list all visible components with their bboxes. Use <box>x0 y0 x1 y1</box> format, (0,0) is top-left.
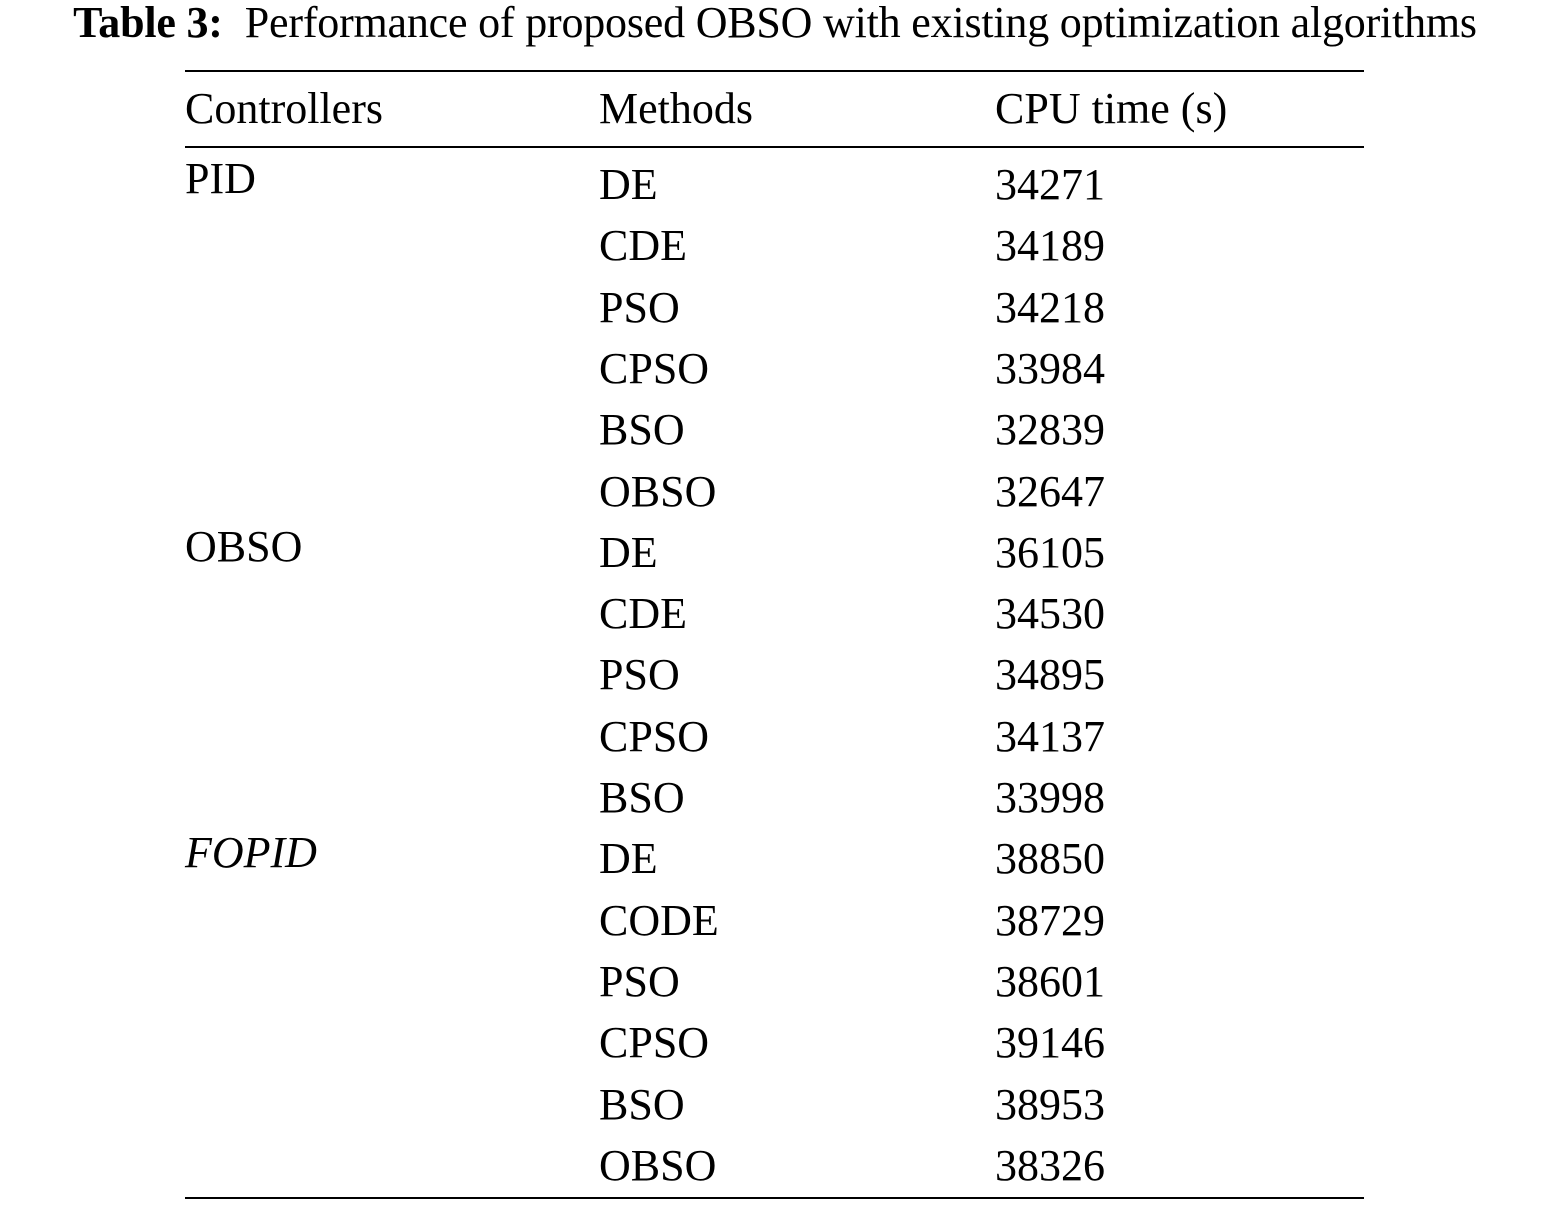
cpu-time-cell: 38601 <box>995 956 1105 1006</box>
cpu-time-cell: 34271 <box>995 160 1105 209</box>
cpu-time-cell: 34218 <box>995 282 1105 332</box>
cpu-time-cell: 38850 <box>995 834 1105 884</box>
cpu-time-cell: 34189 <box>995 221 1105 271</box>
controller-label: OBSO <box>185 521 303 571</box>
cpu-time-cell: 38729 <box>995 895 1105 945</box>
table-header-rule <box>185 146 1364 148</box>
cpu-time-cell: 33984 <box>995 343 1105 393</box>
method-cell: PSO <box>599 650 680 700</box>
header-cpu-time: CPU time (s) <box>995 84 1228 133</box>
controller-label: FOPID <box>185 828 317 878</box>
method-cell: CPSO <box>599 711 710 761</box>
table-bottom-rule <box>185 1197 1364 1199</box>
method-cell: OBSO <box>599 466 717 516</box>
method-cell: DE <box>599 834 658 884</box>
method-cell: DE <box>599 160 658 209</box>
method-cell: OBSO <box>599 1140 717 1190</box>
cpu-time-cell: 34137 <box>995 711 1105 761</box>
method-cell: BSO <box>599 405 685 455</box>
method-cell: CDE <box>599 589 687 639</box>
cpu-time-cell: 39146 <box>995 1018 1105 1068</box>
controller-label: PID <box>185 154 256 203</box>
method-cell: BSO <box>599 1079 685 1129</box>
cpu-time-cell: 32839 <box>995 405 1105 455</box>
table-caption: Table 3: Performance of proposed OBSO wit… <box>0 0 1550 46</box>
cpu-time-cell: 33998 <box>995 773 1105 822</box>
cpu-time-cell: 34530 <box>995 589 1105 639</box>
cpu-time-cell: 36105 <box>995 527 1105 577</box>
method-cell: CPSO <box>599 1018 710 1068</box>
cpu-time-cell: 32647 <box>995 466 1105 516</box>
method-cell: CPSO <box>599 343 710 393</box>
cpu-time-cell: 38326 <box>995 1140 1105 1190</box>
table-top-rule <box>185 70 1364 72</box>
method-cell: PSO <box>599 282 680 332</box>
method-cell: DE <box>599 527 658 577</box>
header-methods: Methods <box>599 84 753 133</box>
method-cell: CDE <box>599 221 687 271</box>
header-controllers: Controllers <box>185 84 383 133</box>
method-cell: PSO <box>599 956 680 1006</box>
caption-text: Performance of proposed OBSO with existi… <box>244 0 1477 47</box>
cpu-time-cell: 38953 <box>995 1079 1105 1129</box>
caption-label: Table 3: <box>73 0 223 47</box>
method-cell: CODE <box>599 895 719 945</box>
cpu-time-cell: 34895 <box>995 650 1105 700</box>
method-cell: BSO <box>599 773 685 822</box>
